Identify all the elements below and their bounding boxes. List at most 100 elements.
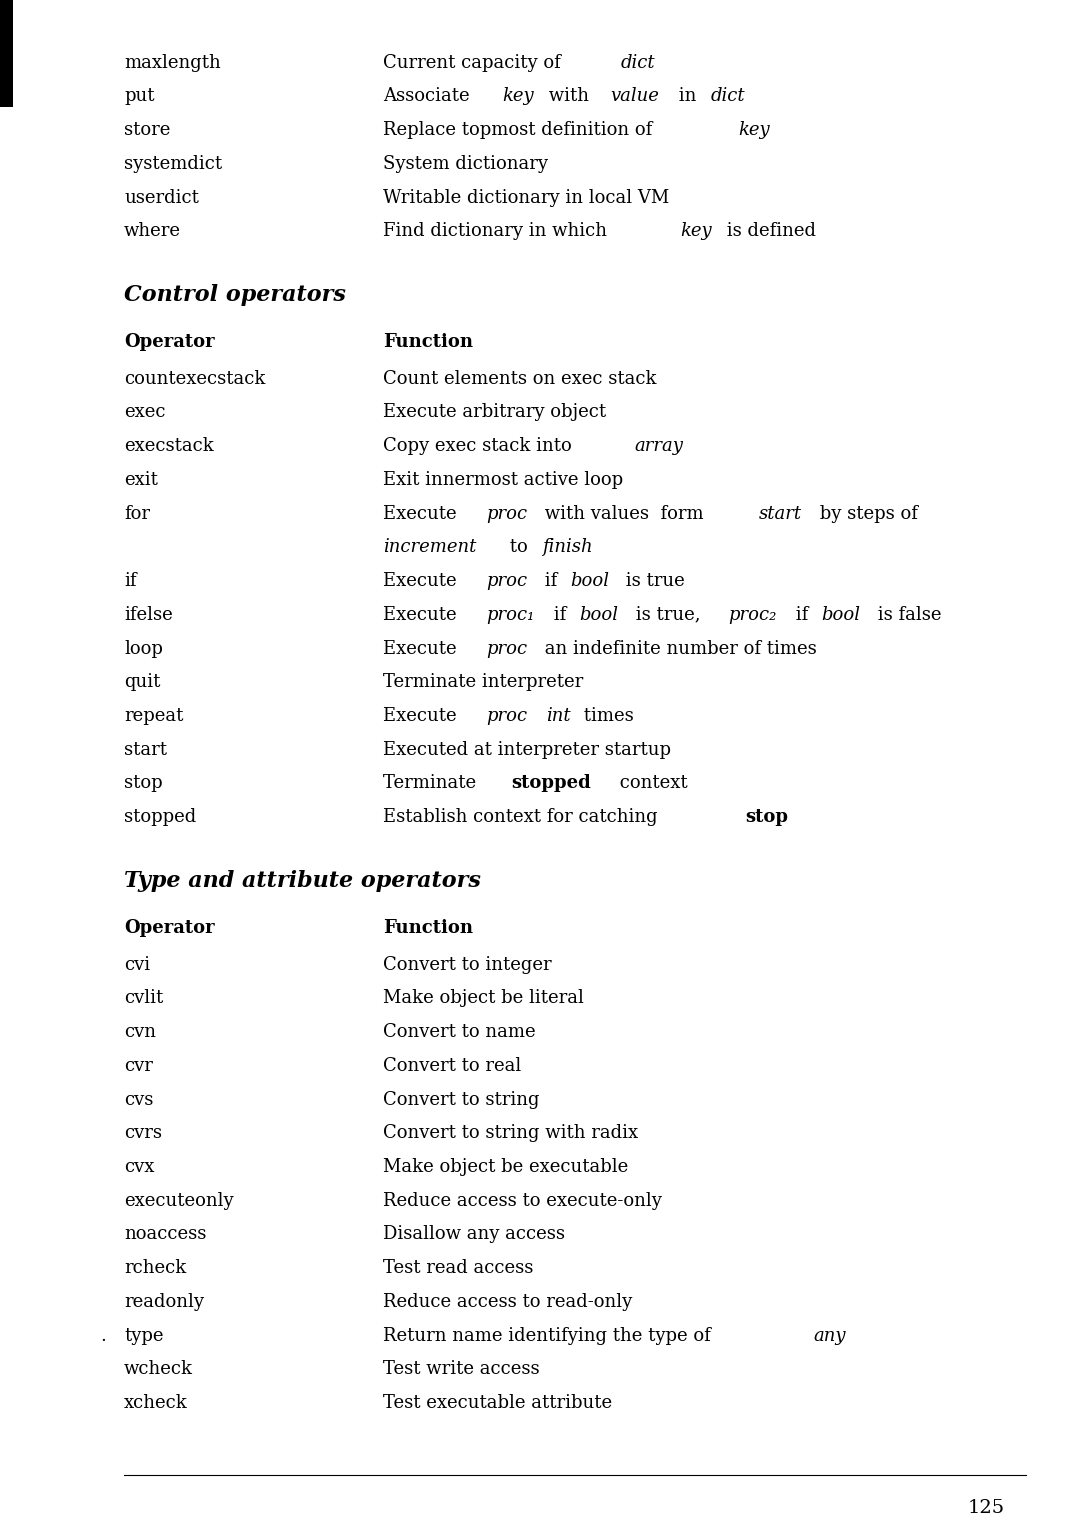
Text: Test write access: Test write access <box>383 1360 540 1378</box>
Text: 125: 125 <box>968 1499 1004 1518</box>
Text: Operator: Operator <box>124 333 215 351</box>
Text: proc: proc <box>486 707 527 725</box>
Text: start: start <box>124 740 167 759</box>
Text: is false: is false <box>872 606 941 624</box>
Text: times: times <box>578 707 634 725</box>
Text: Execute: Execute <box>383 606 462 624</box>
Text: if: if <box>549 606 572 624</box>
Text: if: if <box>124 572 137 590</box>
Text: maxlength: maxlength <box>124 54 221 72</box>
Text: cvrs: cvrs <box>124 1124 162 1142</box>
Text: proc: proc <box>486 639 527 658</box>
Text: ifelse: ifelse <box>124 606 173 624</box>
Text: key: key <box>502 87 535 106</box>
Text: finish: finish <box>542 538 593 556</box>
Text: Operator: Operator <box>124 918 215 937</box>
Text: array: array <box>634 437 684 455</box>
Text: int: int <box>546 707 571 725</box>
Text: Make object be literal: Make object be literal <box>383 989 584 1007</box>
Text: context: context <box>613 774 688 793</box>
Text: Disallow any access: Disallow any access <box>383 1225 566 1243</box>
Text: in: in <box>673 87 702 106</box>
Text: Convert to string: Convert to string <box>383 1090 540 1108</box>
Text: to: to <box>504 538 534 556</box>
Text: dict: dict <box>711 87 745 106</box>
Text: exit: exit <box>124 471 158 489</box>
Text: with: with <box>543 87 595 106</box>
Text: Reduce access to execute-only: Reduce access to execute-only <box>383 1191 662 1210</box>
Text: Executed at interpreter startup: Executed at interpreter startup <box>383 740 672 759</box>
Text: Execute: Execute <box>383 707 462 725</box>
Text: type: type <box>124 1326 164 1344</box>
Text: store: store <box>124 121 171 140</box>
Text: for: for <box>124 504 150 523</box>
Text: if: if <box>791 606 814 624</box>
Text: Convert to integer: Convert to integer <box>383 955 552 973</box>
Text: any: any <box>813 1326 847 1344</box>
Text: cvlit: cvlit <box>124 989 163 1007</box>
Text: readonly: readonly <box>124 1292 204 1311</box>
Text: increment: increment <box>383 538 476 556</box>
Text: System dictionary: System dictionary <box>383 155 549 173</box>
Text: Associate: Associate <box>383 87 476 106</box>
Text: wcheck: wcheck <box>124 1360 193 1378</box>
Text: Terminate interpreter: Terminate interpreter <box>383 673 583 691</box>
Text: proc₁: proc₁ <box>486 606 535 624</box>
Text: systemdict: systemdict <box>124 155 222 173</box>
Text: Terminate: Terminate <box>383 774 483 793</box>
Text: Establish context for catching: Establish context for catching <box>383 808 664 826</box>
Text: where: where <box>124 222 181 241</box>
Text: Reduce access to read-only: Reduce access to read-only <box>383 1292 633 1311</box>
Text: by steps of: by steps of <box>814 504 924 523</box>
Text: Count elements on exec stack: Count elements on exec stack <box>383 369 657 388</box>
Text: userdict: userdict <box>124 189 199 207</box>
Text: proc₂: proc₂ <box>728 606 777 624</box>
Text: Test executable attribute: Test executable attribute <box>383 1393 612 1412</box>
Text: dict: dict <box>620 54 654 72</box>
Text: stopped: stopped <box>124 808 197 826</box>
Text: is true: is true <box>620 572 685 590</box>
Text: start: start <box>759 504 801 523</box>
Text: cvn: cvn <box>124 1023 157 1041</box>
Text: stop: stop <box>745 808 788 826</box>
Text: Exit innermost active loop: Exit innermost active loop <box>383 471 623 489</box>
Text: is defined: is defined <box>720 222 815 241</box>
Text: bool: bool <box>579 606 618 624</box>
Text: Execute: Execute <box>383 504 462 523</box>
Text: Convert to name: Convert to name <box>383 1023 536 1041</box>
Text: value: value <box>610 87 659 106</box>
Text: cvs: cvs <box>124 1090 153 1108</box>
Text: rcheck: rcheck <box>124 1259 187 1277</box>
Text: Test read access: Test read access <box>383 1259 534 1277</box>
Text: put: put <box>124 87 154 106</box>
Text: Function: Function <box>383 918 473 937</box>
Text: Return name identifying the type of: Return name identifying the type of <box>383 1326 717 1344</box>
Text: Execute: Execute <box>383 572 462 590</box>
Text: with values  form: with values form <box>539 504 710 523</box>
Text: countexecstack: countexecstack <box>124 369 266 388</box>
Text: Replace topmost definition of: Replace topmost definition of <box>383 121 659 140</box>
Text: Current capacity of: Current capacity of <box>383 54 567 72</box>
Text: noaccess: noaccess <box>124 1225 206 1243</box>
Text: quit: quit <box>124 673 161 691</box>
Text: Find dictionary in which: Find dictionary in which <box>383 222 613 241</box>
Bar <box>0 0 13 107</box>
Text: cvr: cvr <box>124 1056 153 1075</box>
Text: stopped: stopped <box>511 774 591 793</box>
Text: Make object be executable: Make object be executable <box>383 1157 629 1176</box>
Text: key: key <box>739 121 770 140</box>
Text: xcheck: xcheck <box>124 1393 188 1412</box>
Text: an indefinite number of times: an indefinite number of times <box>539 639 816 658</box>
Text: .: . <box>100 1326 106 1344</box>
Text: repeat: repeat <box>124 707 184 725</box>
Text: Convert to string with radix: Convert to string with radix <box>383 1124 638 1142</box>
Text: Execute: Execute <box>383 639 462 658</box>
Text: bool: bool <box>821 606 861 624</box>
Text: stop: stop <box>124 774 163 793</box>
Text: Copy exec stack into: Copy exec stack into <box>383 437 578 455</box>
Text: executeonly: executeonly <box>124 1191 234 1210</box>
Text: is true,: is true, <box>630 606 705 624</box>
Text: proc: proc <box>486 572 527 590</box>
Text: exec: exec <box>124 403 165 422</box>
Text: proc: proc <box>486 504 527 523</box>
